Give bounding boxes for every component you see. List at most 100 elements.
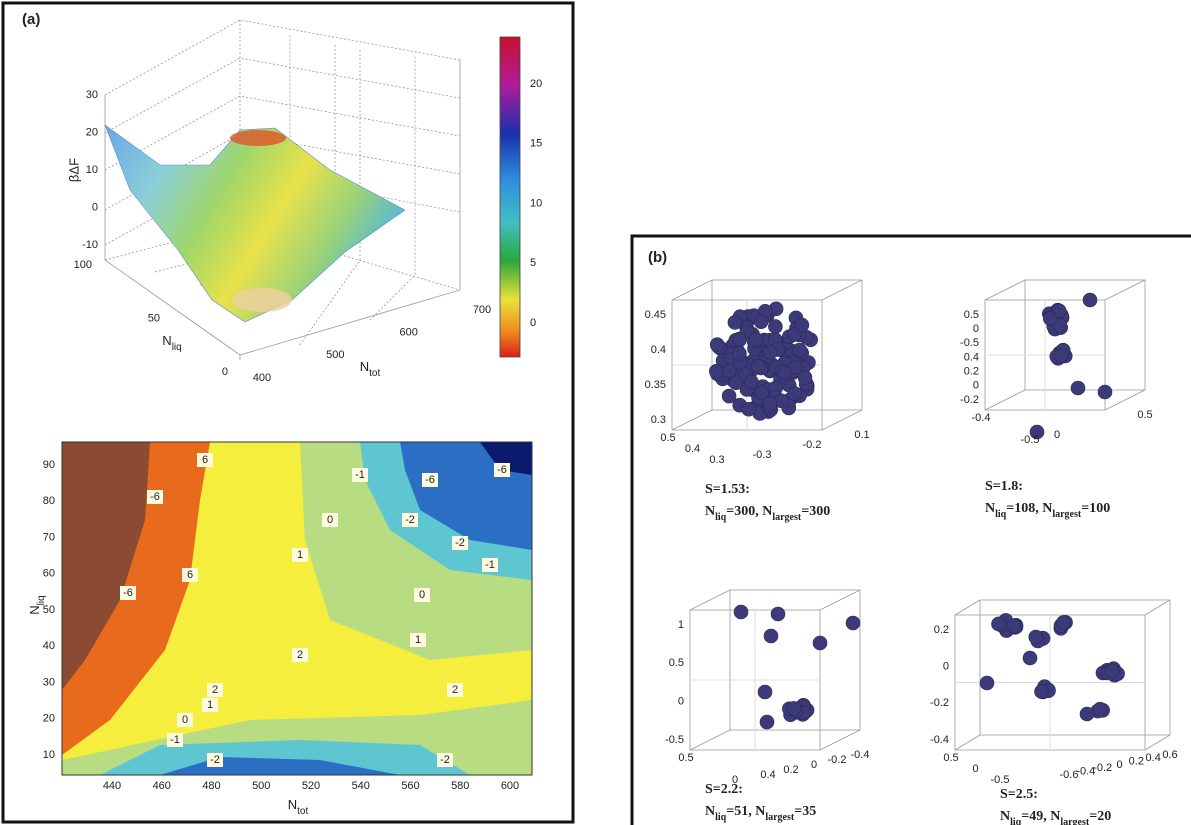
z-tick-label: 0.5 (669, 657, 684, 669)
particle (1023, 651, 1037, 665)
caption: Nliq=300, Nlargest=300 (705, 504, 830, 523)
caption-text: =49, N (1021, 809, 1060, 824)
z-tick-label: -10 (82, 239, 98, 251)
caption-sub: liq (1010, 817, 1022, 825)
x-tick-label: 600 (399, 327, 417, 339)
z-tick-label: -0.4 (930, 734, 949, 746)
y-tick-label: 0.2 (783, 764, 798, 776)
contour-level-label: 6 (202, 454, 208, 466)
x-tick-label: 0.5 (943, 752, 958, 764)
particle (754, 315, 768, 329)
particle (728, 315, 742, 329)
contour-level-label: -1 (485, 559, 495, 571)
x-tick-label: 500 (252, 780, 270, 792)
cluster-plot (690, 590, 860, 750)
z-tick-label: -0.5 (665, 734, 684, 746)
x-tick-label: 0.5 (678, 752, 693, 764)
x-axis-label: Ntot (360, 359, 381, 379)
contour-level-label: -2 (210, 754, 220, 766)
particle (1035, 685, 1049, 699)
contour-level-label: -6 (150, 491, 160, 503)
y-tick-label: 90 (43, 459, 55, 471)
x-tick-label: 440 (103, 780, 121, 792)
x-tick-label: 600 (501, 780, 519, 792)
caption-text: =35 (794, 804, 816, 819)
colorbar-tick-label: 0 (530, 317, 536, 329)
caption: S=2.5: (1000, 787, 1038, 802)
contour-level-label: 0 (327, 514, 333, 526)
x-tick-label: 520 (302, 780, 320, 792)
particle (787, 701, 801, 715)
z-tick-label: 0.2 (964, 366, 979, 378)
particle (992, 617, 1006, 631)
caption: S=1.8: (985, 479, 1023, 494)
z-tick-label: 0.35 (645, 379, 666, 391)
y-tick-label: -0.3 (753, 449, 772, 461)
colorbar-tick-label: 15 (530, 138, 542, 150)
caption-sub: largest (1052, 509, 1082, 520)
z-tick-label: 20 (86, 126, 98, 138)
x-tick-label: -0.4 (972, 412, 991, 424)
caption-text: N (985, 501, 995, 516)
grid-line (690, 610, 820, 750)
x-tick-label: 580 (451, 780, 469, 792)
particle (793, 343, 807, 357)
label-main: N (27, 605, 42, 614)
label-main: N (360, 359, 369, 374)
y-tick-label: 80 (43, 495, 55, 507)
label-main: N (288, 797, 297, 812)
particle (778, 366, 792, 380)
caption-sub: liq (715, 812, 727, 823)
y-tick-label: -0.2 (828, 754, 847, 766)
particle (1093, 702, 1107, 716)
z-tick-label: 0.2 (934, 624, 949, 636)
z-tick-label: 0.3 (651, 414, 666, 426)
panel-label: (b) (648, 249, 667, 266)
particle (763, 345, 777, 359)
caption: S=1.53: (705, 482, 750, 497)
y-tick-label: 100 (74, 259, 92, 271)
contour-level-label: 0 (182, 714, 188, 726)
caption-text: N (1000, 809, 1010, 824)
y-tick-label: 20 (43, 713, 55, 725)
z-tick-label: 0 (943, 661, 949, 673)
particle (709, 364, 723, 378)
particle (980, 676, 994, 690)
y-tick-label: 0.2 (1129, 756, 1144, 768)
contour-level-label: -6 (425, 474, 435, 486)
contour-plot (62, 442, 532, 775)
y-tick-label: -0.4 (851, 749, 870, 761)
particle (749, 333, 763, 347)
particle (1071, 381, 1085, 395)
contour-level-label: -2 (405, 514, 415, 526)
y-tick-label: 10 (43, 749, 55, 761)
contour-level-label: 6 (187, 569, 193, 581)
caption: Nliq=51, Nlargest=35 (705, 804, 816, 823)
figure: (a) (b) 3020100-10100500400500600700βΔFN… (0, 0, 1191, 825)
caption-text: N (705, 504, 715, 519)
y-tick-label: 0.5 (1137, 409, 1152, 421)
caption-text: =100 (1081, 501, 1110, 516)
contour-level-label: -6 (497, 464, 507, 476)
label-sub: tot (369, 368, 380, 379)
z-tick-label: 0.45 (645, 309, 666, 321)
caption: Nliq=49, Nlargest=20 (1000, 809, 1111, 825)
caption-sub: liq (715, 512, 727, 523)
y-tick-label: 0 (1054, 429, 1060, 441)
particle (1043, 312, 1057, 326)
z-tick-label: -0.5 (960, 337, 979, 349)
particle (722, 389, 736, 403)
contour-level-label: 1 (207, 699, 213, 711)
y-tick-label: 0 (222, 366, 228, 378)
y-tick-label: -0.2 (1093, 762, 1112, 774)
label-sub: liq (172, 342, 182, 353)
y-tick-label: 30 (43, 676, 55, 688)
particle (1083, 293, 1097, 307)
contour-level-label: -6 (123, 587, 133, 599)
y-tick-label: 0.6 (1162, 749, 1177, 761)
y-tick-label: -0.2 (803, 439, 822, 451)
z-tick-label: -0.2 (960, 394, 979, 406)
particle (764, 629, 778, 643)
z-tick-label: 30 (86, 89, 98, 101)
x-tick-label: 540 (352, 780, 370, 792)
